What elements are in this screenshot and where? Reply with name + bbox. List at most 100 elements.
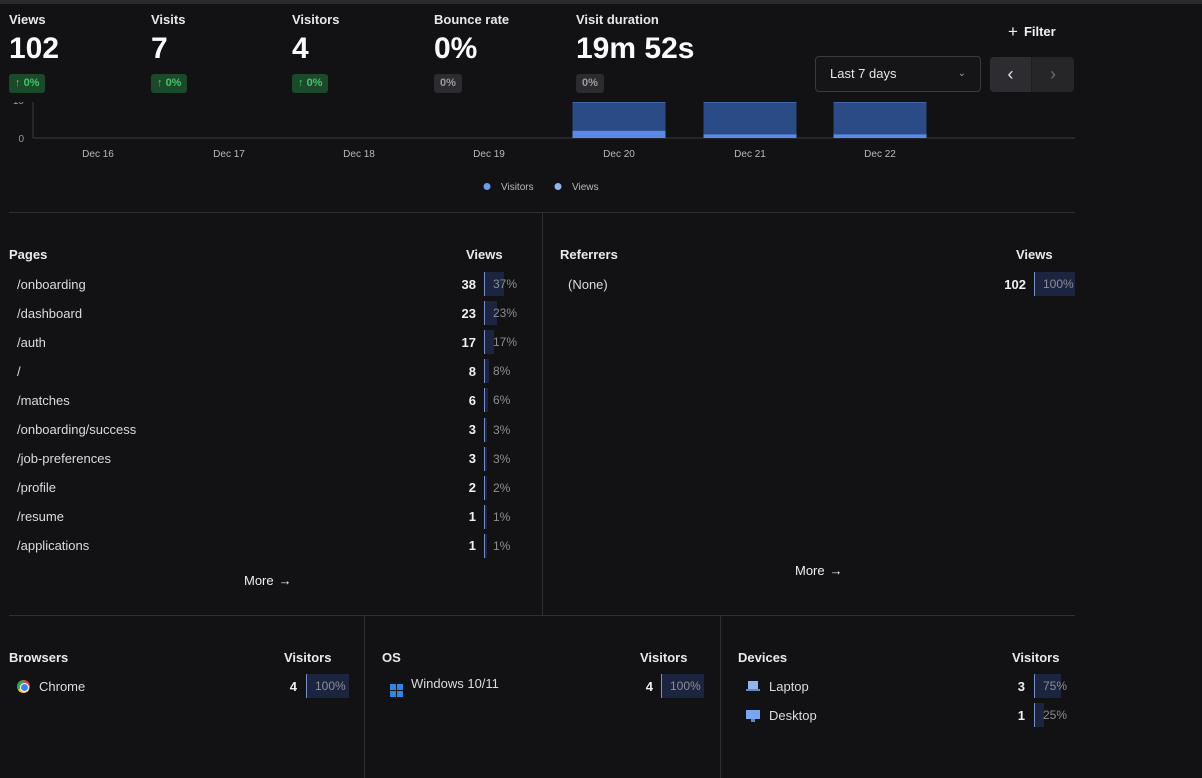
list-item[interactable]: /auth 17 17%: [17, 330, 537, 355]
list-item-value: 23: [461, 305, 476, 321]
desktop-icon: [746, 709, 760, 722]
list-item[interactable]: Laptop 3 75%: [746, 674, 1068, 698]
percent-bar: 6%: [484, 388, 534, 413]
percent-bar: 23%: [484, 301, 534, 326]
list-item[interactable]: /matches 6 6%: [17, 388, 537, 413]
metric-value: 102: [9, 32, 60, 65]
visitors-bar[interactable]: [572, 130, 666, 138]
list-item[interactable]: /resume 1 1%: [17, 504, 537, 529]
visitors-bar[interactable]: [833, 134, 927, 138]
metric-label: Views: [9, 12, 46, 27]
metric-views[interactable]: Views 102 ↑ 0%: [9, 12, 59, 93]
filter-button[interactable]: + Filter: [1008, 22, 1056, 42]
referrers-more-link[interactable]: More →: [795, 563, 843, 578]
percent-bar-fill: [485, 417, 487, 442]
list-item-value: 6: [468, 392, 476, 408]
metric-bounce-rate[interactable]: Bounce rate 0% 0%: [434, 12, 509, 93]
list-item-name: (None): [568, 276, 608, 292]
legend-label[interactable]: Views: [572, 182, 599, 193]
list-item[interactable]: Desktop 1 25%: [746, 703, 1068, 727]
referrers-title: Referrers: [560, 247, 618, 262]
list-item[interactable]: Chrome 4 100%: [17, 674, 357, 698]
date-range-value: Last 7 days: [830, 66, 897, 81]
list-item-name: Laptop: [769, 678, 809, 694]
browsers-metric-label: Visitors: [284, 650, 332, 665]
metric-value: 4: [292, 32, 309, 65]
percent-bar-fill: [485, 301, 497, 326]
percent-bar: 25%: [1034, 703, 1068, 727]
list-item-value: 1: [468, 509, 476, 525]
chevron-right-icon: ›: [1050, 64, 1056, 84]
list-item-value: 3: [1017, 678, 1025, 694]
list-item-name: /onboarding: [17, 276, 86, 292]
next-period-button[interactable]: ›: [1032, 57, 1074, 92]
percent-bar-fill: [1035, 674, 1061, 698]
visitors-bar[interactable]: [703, 134, 797, 138]
list-item-value: 1: [468, 538, 476, 554]
list-item-name: /: [17, 363, 21, 379]
percent-label: 3%: [493, 451, 511, 466]
metric-label: Bounce rate: [434, 12, 510, 27]
date-range-select[interactable]: Last 7 days ⌄: [815, 56, 981, 92]
legend-dot: [483, 183, 491, 190]
list-item[interactable]: /applications 1 1%: [17, 533, 537, 558]
list-item-value: 4: [289, 678, 297, 694]
percent-label: 100%: [315, 679, 346, 693]
percent-bar: 8%: [484, 359, 534, 384]
metric-value: 0%: [434, 32, 478, 65]
percent-bar: 100%: [1034, 272, 1075, 296]
legend-label[interactable]: Visitors: [501, 182, 534, 193]
list-item[interactable]: /profile 2 2%: [17, 475, 537, 500]
views-bar[interactable]: [833, 102, 927, 138]
percent-label: 37%: [493, 277, 518, 291]
list-item-label: /applications: [17, 538, 89, 553]
list-item-value: 8: [468, 363, 476, 379]
list-item[interactable]: /onboarding 38 37%: [17, 272, 537, 296]
metric-value: 19m 52s: [576, 32, 695, 65]
percent-bar-fill: [485, 359, 489, 384]
list-item[interactable]: /job-preferences 3 3%: [17, 446, 537, 471]
metric-label: Visit duration: [576, 12, 659, 27]
list-item[interactable]: /onboarding/success 3 3%: [17, 417, 537, 442]
metric-change-badge: ↑ 0%: [9, 74, 46, 93]
percent-bar: 100%: [661, 674, 704, 698]
percent-label: 75%: [1043, 679, 1068, 693]
percent-bar-fill: [485, 446, 487, 471]
metric-visitors[interactable]: Visitors 4 ↑ 0%: [292, 12, 339, 93]
list-item-label: /: [17, 364, 21, 379]
list-item-name: Desktop: [769, 707, 817, 723]
list-item-value: 1: [1017, 707, 1025, 723]
divider: [542, 212, 543, 615]
x-tick-label: Dec 21: [734, 149, 766, 160]
more-label: More: [244, 573, 274, 588]
list-item-label: /auth: [17, 335, 46, 350]
plus-icon: +: [1008, 22, 1018, 41]
percent-bar: 1%: [484, 533, 534, 558]
metric-change-badge: ↑ 0%: [151, 74, 188, 93]
views-bar[interactable]: [703, 102, 797, 138]
percent-bar: 1%: [484, 504, 534, 529]
y-tick-label: 0: [18, 134, 24, 145]
list-item-label: /dashboard: [17, 306, 82, 321]
previous-period-button[interactable]: ‹: [990, 57, 1032, 92]
pages-more-link[interactable]: More →: [244, 573, 292, 588]
x-tick-label: Dec 16: [82, 149, 114, 160]
metric-visit-duration[interactable]: Visit duration 19m 52s 0%: [576, 12, 694, 93]
list-item[interactable]: /dashboard 23 23%: [17, 301, 537, 326]
list-item[interactable]: (None) 102 100%: [568, 272, 1075, 296]
list-item-value: 102: [1004, 276, 1026, 292]
percent-bar: 100%: [306, 674, 349, 698]
top-border: [0, 0, 1202, 4]
list-item[interactable]: Windows 10/11 4 100%: [390, 674, 710, 698]
arrow-right-icon: →: [278, 573, 292, 588]
percent-bar-fill: [662, 674, 704, 698]
list-item-value: 2: [468, 480, 476, 496]
list-item-label: Desktop: [746, 708, 817, 723]
legend-dot: [554, 183, 562, 190]
list-item-name: /matches: [17, 392, 70, 408]
date-nav: ‹ ›: [990, 57, 1075, 92]
metric-visits[interactable]: Visits 7 ↑ 0%: [151, 12, 188, 93]
list-item-label: Windows 10/11: [390, 676, 499, 697]
list-item[interactable]: / 8 8%: [17, 359, 537, 384]
divider: [720, 615, 721, 778]
